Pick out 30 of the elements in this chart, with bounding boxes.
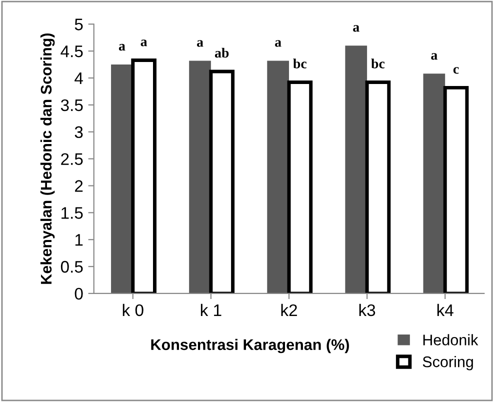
data-label: bc	[371, 58, 385, 68]
data-label: a	[118, 44, 126, 51]
y-axis-title: Kekenyalan (Hedonic dan Scoring)	[40, 33, 55, 284]
y-tick-label: 2.5	[61, 153, 83, 165]
x-axis-title: Konsentrasi Karagenan (%)	[151, 338, 349, 354]
x-tick-label: k 1	[200, 304, 222, 316]
legend-label: Hedonik	[423, 334, 478, 346]
y-tick-label: 4	[74, 72, 83, 84]
y-tick-label: 0.5	[60, 260, 83, 273]
y-tick-label: 3.5	[60, 99, 83, 112]
data-label: bc	[293, 58, 307, 68]
data-label: ab	[214, 48, 229, 58]
data-label: c	[453, 67, 459, 74]
data-label: a	[196, 40, 204, 47]
data-label: a	[275, 40, 282, 47]
y-tick-label: 2	[75, 180, 83, 192]
y-tick-label: 5	[74, 18, 83, 30]
y-tick-label: 4.5	[60, 46, 83, 58]
y-tick-label: 3	[74, 126, 83, 138]
y-tick-label: 1	[75, 234, 83, 246]
data-label: a	[140, 40, 148, 46]
x-tick-label: k4	[437, 304, 454, 316]
legend-label: Scoring	[422, 356, 473, 370]
x-tick-label: k2	[281, 304, 297, 316]
data-label: a	[431, 53, 438, 60]
x-tick-label: k 0	[122, 304, 144, 316]
x-tick-label: k3	[359, 304, 376, 316]
y-tick-label: 0	[74, 288, 83, 300]
data-label: a	[353, 25, 360, 32]
y-tick-label: 1.5	[62, 207, 83, 219]
